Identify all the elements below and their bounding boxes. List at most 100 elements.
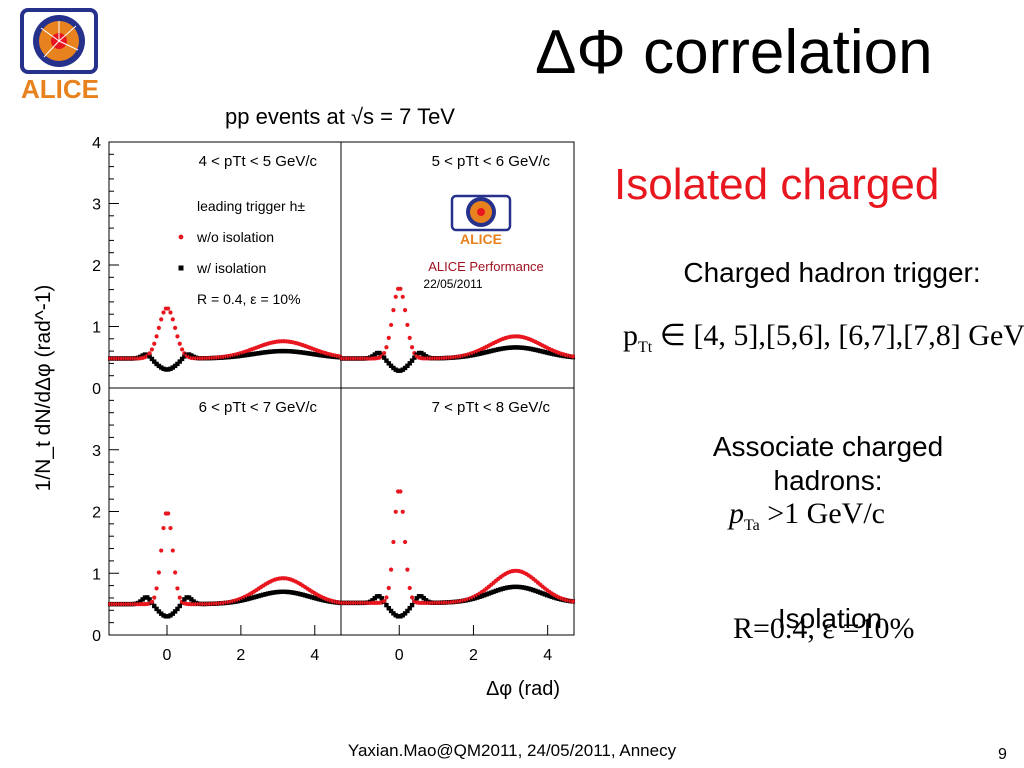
data-point-no-iso <box>405 322 410 328</box>
data-point-iso <box>405 363 410 369</box>
data-point-no-iso <box>407 585 412 591</box>
data-point-no-iso <box>159 317 164 322</box>
data-point-iso <box>321 598 326 603</box>
data-point-iso <box>316 596 322 602</box>
y-tick-label: 4 <box>92 135 101 152</box>
data-point-iso <box>407 606 412 611</box>
data-point-no-iso <box>405 567 410 572</box>
data-point-iso <box>170 611 175 616</box>
data-point-no-iso <box>386 335 391 340</box>
data-point-no-iso <box>173 325 178 330</box>
data-point-iso <box>261 592 266 597</box>
data-point-iso <box>393 613 398 618</box>
data-point-iso <box>268 349 273 354</box>
data-point-iso <box>479 593 485 599</box>
data-point-iso <box>154 606 159 612</box>
data-point-iso <box>300 350 305 355</box>
data-point-no-iso <box>147 351 152 356</box>
x-tick-label: 2 <box>236 647 245 664</box>
data-point-no-iso <box>177 341 182 346</box>
data-point-iso <box>500 346 506 351</box>
data-point-no-iso <box>393 509 398 514</box>
data-point-iso <box>419 350 424 356</box>
data-point-iso <box>409 602 415 608</box>
data-point-iso <box>256 351 261 356</box>
data-point-iso <box>189 353 194 358</box>
data-point-no-iso <box>409 595 415 600</box>
data-point-iso <box>186 595 192 600</box>
data-point-iso <box>421 595 426 601</box>
data-point-iso <box>279 348 285 354</box>
slide-title: ΔΦ correlation <box>535 18 933 87</box>
data-point-iso <box>142 352 148 357</box>
data-point-iso <box>535 589 541 594</box>
data-point-iso <box>470 352 475 358</box>
data-point-iso <box>312 595 317 601</box>
data-point-iso <box>519 345 524 350</box>
trigger-formula-sub: Tt <box>638 339 653 356</box>
data-point-iso <box>319 597 324 602</box>
data-point-no-iso <box>179 347 185 352</box>
data-point-iso <box>409 358 415 363</box>
associate-formula: pTa >1 GeV/c <box>729 497 885 535</box>
logo-tracks <box>40 21 79 58</box>
legend-note: R = 0.4, ε = 10% <box>197 291 301 307</box>
page-number: 9 <box>998 746 1007 763</box>
data-point-no-iso <box>154 586 159 591</box>
legend-entry-iso: w/ isolation <box>196 260 266 276</box>
data-point-iso <box>295 591 301 596</box>
legend-marker-no-iso <box>178 234 184 240</box>
data-point-iso <box>237 353 243 359</box>
data-point-no-iso <box>170 548 175 553</box>
data-point-iso <box>517 584 522 590</box>
data-point-iso <box>256 593 261 599</box>
data-point-no-iso <box>400 509 405 514</box>
data-point-iso <box>384 602 389 608</box>
y-tick-label: 2 <box>92 258 101 275</box>
data-point-iso <box>391 365 396 371</box>
x-tick-label: 4 <box>310 647 319 664</box>
data-point-iso <box>302 593 308 598</box>
y-tick-label: 3 <box>92 197 101 214</box>
y-tick-label: 1 <box>92 566 101 583</box>
data-point-iso <box>258 350 264 356</box>
data-point-iso <box>512 584 517 590</box>
data-point-iso <box>275 589 280 595</box>
data-point-no-iso <box>409 345 415 350</box>
data-point-iso <box>493 347 499 353</box>
data-point-iso <box>533 347 538 353</box>
data-point-iso <box>291 349 296 354</box>
data-point-iso <box>305 351 310 356</box>
slide-subtitle: Isolated charged <box>614 160 940 209</box>
data-point-iso <box>168 613 173 618</box>
data-point-iso <box>321 353 326 358</box>
data-point-iso <box>542 592 548 597</box>
footer: Yaxian.Mao@QM2011, 24/05/2011, Annecy <box>347 741 677 760</box>
panel-frame-3 <box>340 387 575 636</box>
x-tick-label: 0 <box>395 647 404 664</box>
performance-date: 22/05/2011 <box>423 277 482 291</box>
y-tick-label: 1 <box>92 320 101 337</box>
data-point-iso <box>279 589 285 594</box>
data-point-iso <box>152 359 157 364</box>
data-point-iso <box>314 352 319 357</box>
data-point-no-iso <box>168 525 173 531</box>
data-point-iso <box>549 594 555 599</box>
data-point-iso <box>140 353 145 358</box>
data-point-iso <box>402 611 408 616</box>
data-point-iso <box>526 586 531 591</box>
data-point-iso <box>524 345 529 351</box>
x-axis-title: Δφ (rad) <box>486 678 560 700</box>
data-point-iso <box>284 348 289 354</box>
data-point-iso <box>547 593 552 599</box>
data-point-iso <box>526 346 531 351</box>
data-point-no-iso <box>156 570 161 575</box>
data-point-iso <box>156 609 162 614</box>
data-point-no-iso <box>402 308 408 313</box>
data-point-no-iso <box>384 595 389 600</box>
trigger-formula-var: p <box>623 319 638 352</box>
data-point-no-iso <box>154 334 159 339</box>
data-point-iso <box>491 348 496 353</box>
data-point-iso <box>323 353 329 359</box>
data-point-iso <box>326 353 331 359</box>
